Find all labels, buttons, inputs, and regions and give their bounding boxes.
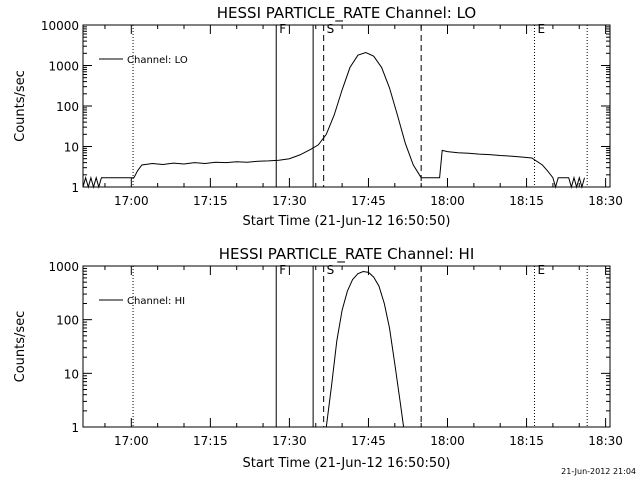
x-axis-label: Start Time (21-Jun-12 16:50:50) [243, 214, 451, 229]
y-tick-label: 1 [71, 421, 79, 435]
x-tick-label: 17:00 [114, 194, 149, 208]
generated-timestamp: 21-Jun-2012 21:04 [561, 467, 636, 476]
event-marker-label: S [327, 263, 335, 277]
x-tick-label: 17:15 [193, 194, 228, 208]
x-tick-label: 18:15 [509, 194, 544, 208]
y-tick-label: 1000 [48, 60, 79, 74]
lo-channel-panel: HESSI PARTICLE_RATE Channel: LO Start Tim… [13, 4, 623, 229]
y-axis-label: Counts/sec [13, 311, 28, 383]
event-marker-label: S [327, 22, 335, 36]
x-tick-label: 18:30 [588, 194, 623, 208]
legend-label: Channel: LO [127, 55, 188, 66]
y-tick-label: 1 [71, 181, 79, 195]
x-tick-label: 17:15 [193, 434, 228, 448]
series-line [325, 270, 405, 428]
x-axis-label: Start Time (21-Jun-12 16:50:50) [243, 456, 451, 471]
legend-label: Channel: HI [127, 296, 185, 307]
chart-title: HESSI PARTICLE_RATE Channel: LO [217, 4, 476, 23]
x-tick-label: 17:45 [351, 194, 386, 208]
x-tick-label: 17:00 [114, 434, 149, 448]
x-tick-label: 18:00 [430, 434, 465, 448]
y-tick-label: 1000 [48, 260, 79, 274]
x-tick-label: 17:30 [272, 194, 307, 208]
y-tick-label: 100 [56, 100, 79, 114]
x-tick-label: 18:15 [509, 434, 544, 448]
event-marker-label: F [279, 263, 286, 277]
plot-frame [82, 265, 611, 428]
hi-channel-panel: HESSI PARTICLE_RATE Channel: HI Start Tim… [13, 245, 623, 471]
plot-frame [82, 24, 611, 188]
event-marker-label: E [537, 263, 545, 277]
y-tick-label: 10000 [41, 19, 79, 33]
event-marker-label: F [279, 22, 286, 36]
y-axis-label: Counts/sec [13, 70, 28, 142]
x-tick-label: 17:30 [272, 434, 307, 448]
y-tick-label: 100 [56, 314, 79, 328]
x-tick-label: 17:45 [351, 434, 386, 448]
y-tick-label: 10 [64, 141, 79, 155]
chart-title: HESSI PARTICLE_RATE Channel: HI [219, 245, 475, 264]
x-tick-label: 18:00 [430, 194, 465, 208]
y-tick-label: 10 [64, 367, 79, 381]
series-line [82, 51, 585, 189]
event-marker-label: E [537, 22, 545, 36]
x-tick-label: 18:30 [588, 434, 623, 448]
